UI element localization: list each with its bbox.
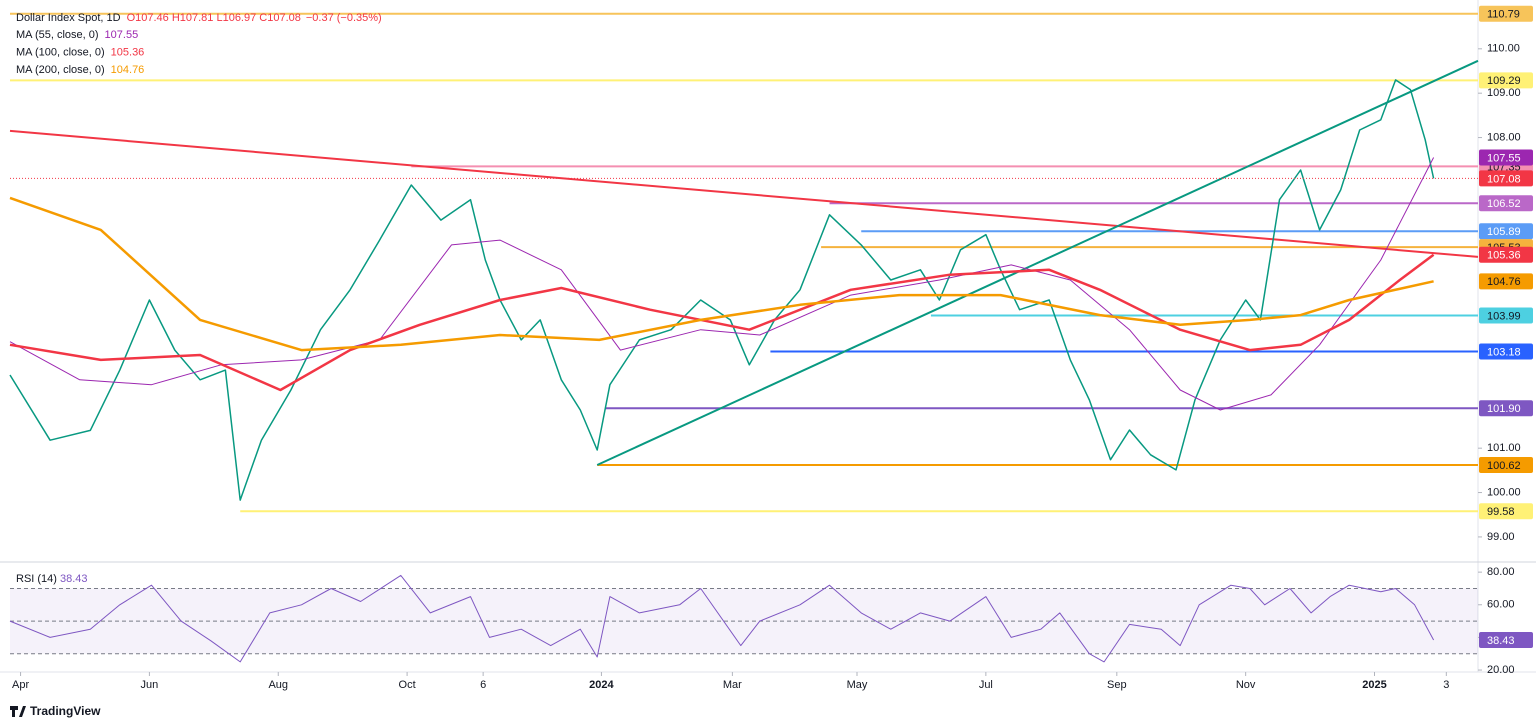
price-label: 103.99 xyxy=(1487,310,1521,322)
x-tick-label: Aug xyxy=(268,679,288,691)
price-label-box xyxy=(1479,273,1533,290)
x-tick-label: 6 xyxy=(480,679,486,691)
x-tick-label: Apr xyxy=(12,679,29,691)
price-label: 103.18 xyxy=(1487,346,1521,358)
moving-average xyxy=(9,157,1435,411)
legend-value: 107.55 xyxy=(105,29,139,41)
y-tick-label: 20.00 xyxy=(1487,664,1515,676)
price-label-box xyxy=(1479,307,1533,324)
legend-name: MA (55, close, 0) xyxy=(16,29,99,41)
legend-name: MA (200, close, 0) xyxy=(16,64,105,76)
x-tick-label: 3 xyxy=(1443,679,1449,691)
price-label: 104.76 xyxy=(1487,276,1521,288)
y-tick-label: 80.00 xyxy=(1487,566,1515,578)
trend-line xyxy=(596,59,1479,466)
rsi-title: RSI (14) xyxy=(16,573,57,585)
trend-line xyxy=(9,129,1479,258)
label-layer: Dollar Index Spot, 1D O107.46 H107.81 L1… xyxy=(12,5,1533,691)
rsi-value: 38.43 xyxy=(60,573,88,585)
price-label-box xyxy=(1479,457,1533,474)
y-tick-label: 108.00 xyxy=(1487,131,1521,143)
x-tick-label: 2025 xyxy=(1362,679,1386,691)
logo xyxy=(10,706,26,717)
x-tick-label: Nov xyxy=(1236,679,1256,691)
y-tick-label: 109.00 xyxy=(1487,87,1521,99)
rsi-band xyxy=(10,588,1478,654)
y-tick-label: 60.00 xyxy=(1487,599,1515,611)
x-tick-label: Jul xyxy=(979,679,993,691)
x-tick-label: 2024 xyxy=(589,679,614,691)
price-label-box xyxy=(1479,72,1533,89)
y-tick-label: 99.00 xyxy=(1487,531,1515,543)
legend-value: 104.76 xyxy=(111,64,145,76)
y-tick-label: 110.00 xyxy=(1487,43,1520,55)
price-label: 109.29 xyxy=(1487,75,1521,87)
price-label-box xyxy=(1479,631,1533,648)
price-label-box xyxy=(1479,195,1533,212)
x-tick-label: May xyxy=(847,679,868,691)
price-label: 105.89 xyxy=(1487,226,1521,238)
moving-average xyxy=(9,253,1435,392)
x-tick-label: Sep xyxy=(1107,679,1127,691)
symbol: Dollar Index Spot, 1D xyxy=(16,12,121,24)
price-label-box xyxy=(1479,5,1533,22)
legend-name: MA (100, close, 0) xyxy=(16,47,105,59)
y-tick-label: 101.00 xyxy=(1487,442,1521,454)
x-tick-label: Jun xyxy=(141,679,159,691)
price-label-box xyxy=(1479,343,1533,360)
price-label: 107.08 xyxy=(1487,173,1521,185)
price-label: 100.62 xyxy=(1487,460,1521,472)
price-label: 99.58 xyxy=(1487,506,1515,518)
price-label-box xyxy=(1479,400,1533,417)
x-tick-label: Mar xyxy=(723,679,742,691)
price-label-box xyxy=(1479,223,1533,240)
plot-layer xyxy=(9,12,1482,676)
brand: TradingView xyxy=(30,704,101,718)
rsi-line xyxy=(9,574,1435,663)
price-label: 106.52 xyxy=(1487,198,1521,210)
y-tick-label: 100.00 xyxy=(1487,486,1521,498)
price-label: 110.79 xyxy=(1487,9,1520,21)
moving-average xyxy=(9,196,1434,352)
price-label-box xyxy=(1479,503,1533,520)
x-tick-label: Oct xyxy=(399,679,416,691)
price-label-box xyxy=(1479,170,1533,187)
price-label: 38.43 xyxy=(1487,635,1515,647)
ohlc: O107.46 H107.81 L106.97 C107.08 xyxy=(127,12,301,24)
price-label: 105.36 xyxy=(1487,250,1521,262)
price-label: 107.55 xyxy=(1487,152,1521,164)
price-label: 101.90 xyxy=(1487,403,1521,415)
legend-value: 105.36 xyxy=(111,47,145,59)
price-label-box xyxy=(1479,149,1533,166)
price-label-box xyxy=(1479,246,1533,263)
brand-logo: TradingView xyxy=(10,704,101,718)
change: −0.37 (−0.35%) xyxy=(306,12,382,24)
